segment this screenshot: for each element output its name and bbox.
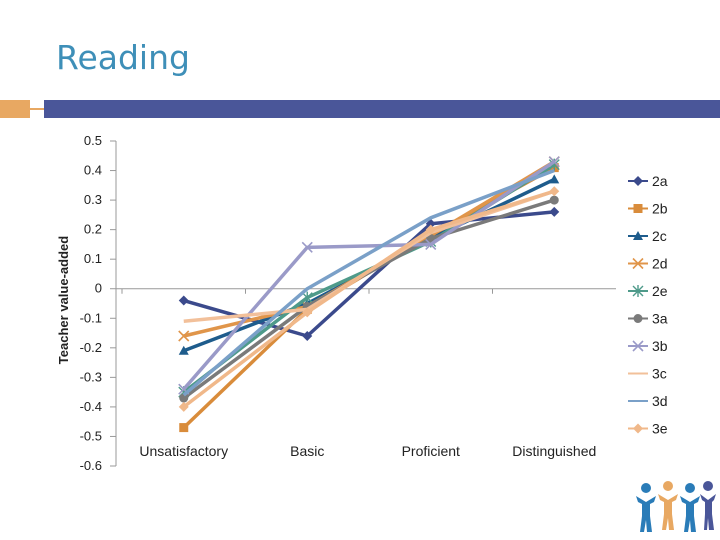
y-tick-label: -0.6 bbox=[80, 458, 102, 473]
data-point-3e bbox=[178, 401, 189, 412]
x-tick-label: Unsatisfactory bbox=[139, 443, 228, 459]
y-tick-label: 0.2 bbox=[84, 222, 102, 237]
legend-item-2e: 2e bbox=[628, 283, 668, 299]
legend-item-3d: 3d bbox=[628, 393, 668, 409]
series-3d bbox=[182, 168, 555, 397]
legend-item-3b: 3b bbox=[628, 338, 668, 354]
data-point-3b bbox=[548, 156, 560, 168]
series-lines bbox=[178, 156, 560, 433]
series-line-2d bbox=[183, 160, 556, 338]
legend-label: 2e bbox=[652, 283, 668, 299]
legend-label: 2c bbox=[652, 228, 667, 244]
y-tick-label: -0.5 bbox=[80, 428, 102, 443]
y-tick-label: 0.5 bbox=[84, 133, 102, 148]
legend-label: 3a bbox=[652, 311, 668, 327]
x-tick-labels: Unsatisfactory Basic Proficient Distinguish… bbox=[139, 443, 596, 459]
legend-marker bbox=[633, 176, 643, 186]
y-tick-label: -0.4 bbox=[80, 399, 102, 414]
legend-item-2b: 2b bbox=[628, 201, 668, 217]
legend-marker bbox=[633, 204, 643, 213]
data-point-3e bbox=[425, 224, 436, 235]
legend-item-2c: 2c bbox=[628, 228, 667, 244]
data-point-2a bbox=[549, 206, 560, 217]
data-point-3a bbox=[179, 393, 189, 403]
data-point-3e bbox=[549, 186, 560, 197]
data-point-2d bbox=[178, 330, 190, 342]
legend-label: 2b bbox=[652, 201, 668, 217]
legend-item-2d: 2d bbox=[628, 256, 668, 272]
series-3e bbox=[178, 186, 560, 412]
legend-marker bbox=[632, 340, 644, 352]
y-tick-label: -0.2 bbox=[80, 340, 102, 355]
legend-item-3a: 3a bbox=[628, 311, 668, 327]
series-line-3c bbox=[183, 189, 555, 323]
y-tick-label: -0.3 bbox=[80, 369, 102, 384]
legend-label: 2d bbox=[652, 256, 668, 272]
data-point-3e bbox=[302, 307, 313, 318]
title-bar bbox=[44, 100, 720, 118]
people-logo-icon bbox=[636, 481, 716, 532]
legend-label: 3c bbox=[652, 366, 667, 382]
series-line-3d bbox=[182, 168, 555, 397]
y-tick-label: -0.1 bbox=[80, 310, 102, 325]
legend-item-2a: 2a bbox=[628, 173, 668, 189]
data-point-3a bbox=[549, 195, 559, 205]
legend-item-3c: 3c bbox=[628, 366, 667, 382]
data-point-2a bbox=[302, 331, 313, 341]
legend-marker bbox=[633, 314, 643, 323]
data-point-3a bbox=[426, 234, 436, 243]
y-tick-label: 0.1 bbox=[84, 251, 102, 266]
data-point-3b bbox=[301, 241, 313, 253]
legend-marker bbox=[633, 231, 643, 240]
title-bar-accent bbox=[0, 100, 30, 118]
y-tick-label: 0 bbox=[95, 281, 102, 296]
data-point-2e bbox=[301, 291, 313, 304]
data-point-2c bbox=[549, 174, 560, 184]
y-axis-label: Teacher value-added bbox=[56, 236, 71, 364]
x-tick-label: Distinguished bbox=[512, 443, 596, 459]
data-point-2c bbox=[178, 345, 189, 355]
data-point-3b bbox=[425, 238, 437, 250]
chart-legend: 2a 2b 2c 2d 2e 3a 3b 3c 3d 3e bbox=[628, 173, 668, 437]
y-tick-labels: 0.5 0.4 0.3 0.2 0.1 0 -0.1 -0.2 -0.3 -0.4 -0.5 -0.6 bbox=[80, 133, 102, 473]
data-point-2b bbox=[179, 423, 189, 433]
x-tick-label: Proficient bbox=[402, 443, 460, 459]
y-tick-label: 0.4 bbox=[84, 163, 102, 178]
y-tick-label: 0.3 bbox=[84, 192, 102, 207]
series-3b bbox=[178, 156, 560, 395]
legend-item-3e: 3e bbox=[628, 421, 668, 437]
data-point-2a bbox=[178, 295, 189, 306]
x-tick-label: Basic bbox=[290, 443, 324, 459]
legend-label: 2a bbox=[652, 173, 668, 189]
series-line-3e bbox=[182, 189, 555, 409]
series-line-3a bbox=[182, 198, 555, 400]
legend-marker bbox=[632, 257, 644, 270]
legend-label: 3d bbox=[652, 393, 668, 409]
chart-axes bbox=[110, 140, 616, 467]
legend-label: 3e bbox=[652, 421, 668, 437]
legend-marker bbox=[633, 423, 643, 434]
legend-marker bbox=[632, 285, 644, 297]
series-2d bbox=[178, 156, 560, 342]
series-line-3b bbox=[182, 160, 556, 391]
series-3a bbox=[179, 195, 559, 403]
slide-title: Reading bbox=[56, 38, 190, 77]
legend-label: 3b bbox=[652, 338, 668, 354]
series-3c bbox=[183, 189, 555, 323]
